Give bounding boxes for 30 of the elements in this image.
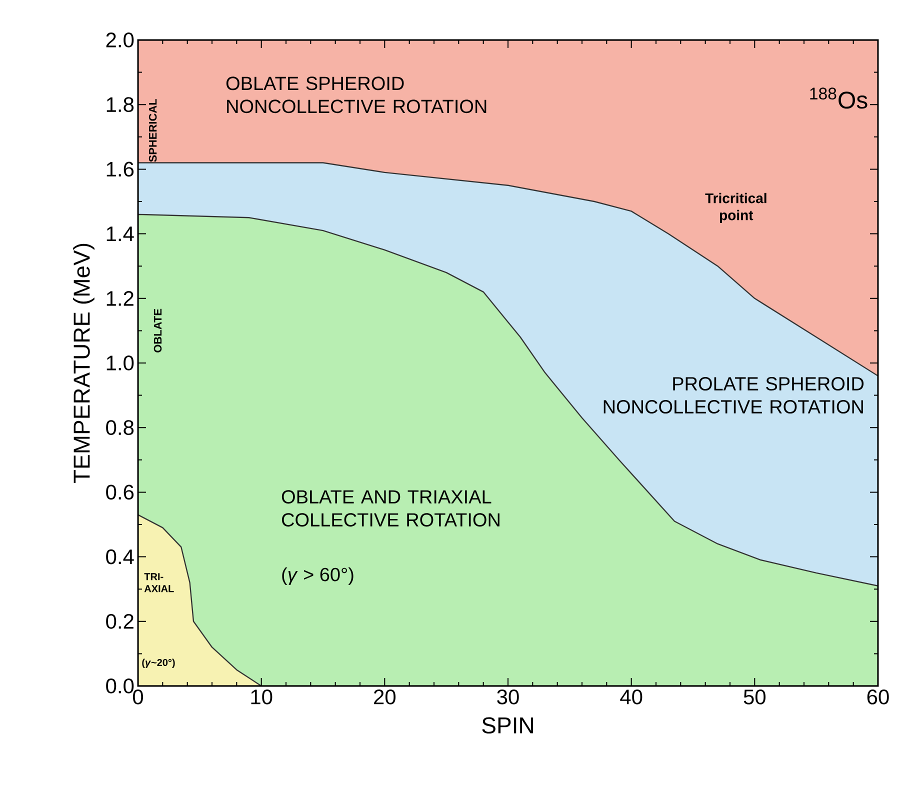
x-tick-label: 20 xyxy=(374,690,396,704)
annotation: $^{188}$Os xyxy=(810,88,868,109)
y-tick-label: 1.8 xyxy=(106,97,134,112)
x-tick-label: 50 xyxy=(744,690,766,704)
x-tick-label: 60 xyxy=(867,690,889,704)
annotation: OBLATE AND TRIAXIAL COLLECTIVE ROTATION xyxy=(282,490,500,527)
annotation: SPHERICAL xyxy=(148,98,157,162)
x-axis-title: SPIN xyxy=(482,717,533,734)
annotation: Tricritical point xyxy=(705,192,766,223)
y-tick-label: 0.0 xyxy=(106,678,134,694)
y-tick-label: 1.2 xyxy=(106,291,134,306)
y-axis-title: TEMPERATURE (MeV) xyxy=(72,244,94,484)
x-tick-label: 40 xyxy=(620,690,642,704)
y-tick-label: 0.6 xyxy=(106,484,134,500)
y-tick-label: 0.2 xyxy=(106,614,134,629)
annotation: (γ > 60°) xyxy=(282,567,354,586)
annotation: TRI-AXIAL xyxy=(144,573,174,592)
y-tick-label: 0.4 xyxy=(106,549,134,564)
y-tick-label: 0.8 xyxy=(106,420,134,436)
x-tick-label: 30 xyxy=(497,690,519,704)
x-tick-label: 0 xyxy=(132,690,144,704)
y-tick-label: 1.4 xyxy=(106,226,134,242)
x-tick-label: 10 xyxy=(251,690,272,704)
annotation: OBLATE SPHEROID NONCOLLECTIVE ROTATION xyxy=(226,76,486,114)
y-tick-label: 2.0 xyxy=(106,32,134,48)
annotation: (γ~20°) xyxy=(142,658,175,668)
y-tick-label: 1.0 xyxy=(106,356,134,370)
annotation: OBLATE xyxy=(154,308,162,352)
y-tick-label: 1.6 xyxy=(106,162,134,177)
annotation: PROLATE SPHEROID NONCOLLECTIVE ROTATION xyxy=(604,377,864,414)
